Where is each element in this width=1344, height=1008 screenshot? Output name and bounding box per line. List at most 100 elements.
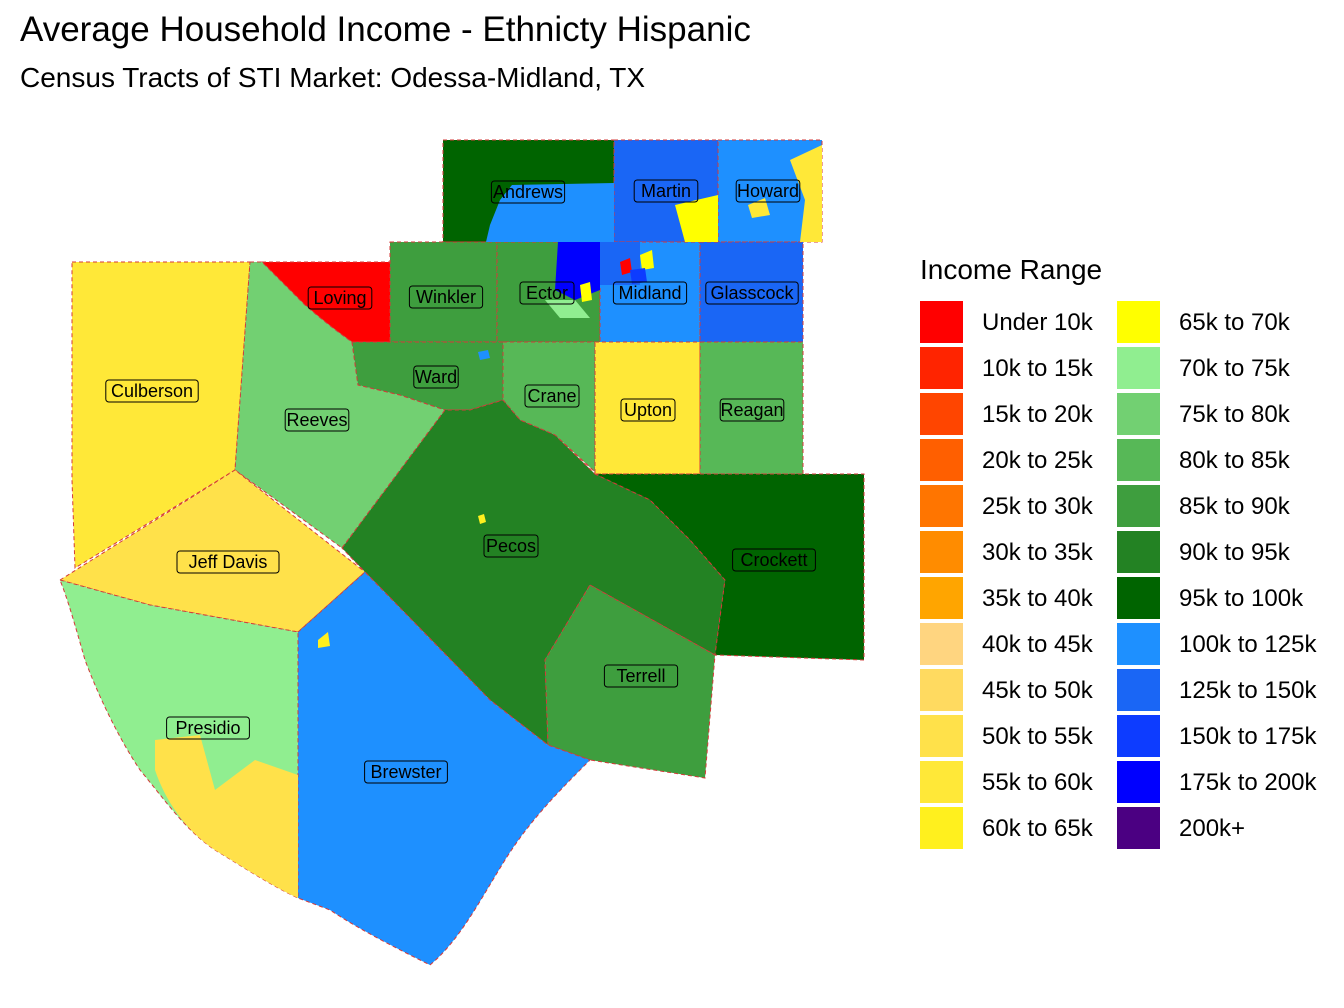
legend-label: 75k to 80k <box>1179 401 1290 428</box>
legend-label: 25k to 30k <box>982 493 1093 520</box>
legend-swatch <box>1117 807 1160 849</box>
county-label-ward: Ward <box>415 367 457 387</box>
legend-label: 100k to 125k <box>1179 631 1317 658</box>
map-subtitle: Census Tracts of STI Market: Odessa-Midl… <box>20 62 646 93</box>
county-label-box <box>166 716 250 740</box>
county-label-box <box>705 281 799 305</box>
county-label-box <box>284 408 350 432</box>
census-tract <box>640 250 654 270</box>
census-tract <box>478 514 486 524</box>
legend-label: 70k to 75k <box>1179 355 1290 382</box>
county-label-martin: Martin <box>641 181 691 201</box>
census-tract <box>478 350 490 360</box>
choropleth-map: Andrews Martin Howard Loving Winkler Ector Mid… <box>58 139 865 966</box>
county-label-ector: Ector <box>526 283 568 303</box>
legend-swatch <box>1117 439 1160 481</box>
census-tract <box>748 198 770 218</box>
legend-label: 55k to 60k <box>982 769 1093 796</box>
legend-swatch <box>920 531 963 573</box>
legend-label: 200k+ <box>1179 815 1246 842</box>
legend-label: 15k to 20k <box>982 401 1093 428</box>
county-culberson <box>71 261 251 569</box>
census-tract <box>318 632 330 648</box>
legend-swatch <box>920 669 963 711</box>
legend-label: 10k to 15k <box>982 355 1093 382</box>
county-label-box <box>519 281 575 305</box>
county-label-glasscock: Glasscock <box>710 283 794 303</box>
county-terrell <box>544 584 716 779</box>
county-label-box <box>490 180 566 204</box>
county-upton <box>594 341 701 475</box>
legend-label: 65k to 70k <box>1179 309 1290 336</box>
county-label-pecos: Pecos <box>486 536 536 556</box>
legend-swatch <box>1117 623 1160 665</box>
county-label-andrews: Andrews <box>493 182 563 202</box>
census-tract <box>600 242 640 285</box>
county-label-terrell: Terrell <box>616 666 665 686</box>
county-label-box <box>620 398 676 422</box>
legend-swatch <box>1117 347 1160 389</box>
census-tract <box>630 268 647 284</box>
legend-swatch <box>920 715 963 757</box>
legend-label: 60k to 65k <box>982 815 1093 842</box>
legend-swatch <box>920 347 963 389</box>
legend-label: 85k to 90k <box>1179 493 1290 520</box>
legend-swatch <box>1117 485 1160 527</box>
legend-swatch <box>920 393 963 435</box>
legend-label: 45k to 50k <box>982 677 1093 704</box>
legend-label: 80k to 85k <box>1179 447 1290 474</box>
county-label-box <box>176 550 280 574</box>
legend-swatch <box>1117 577 1160 619</box>
legend-label: 125k to 150k <box>1179 677 1317 704</box>
county-crockett <box>594 473 865 661</box>
legend-label: 175k to 200k <box>1179 769 1317 796</box>
legend-title: Income Range <box>920 254 1103 285</box>
county-label-box <box>612 281 688 305</box>
legend-swatch <box>920 761 963 803</box>
county-label-reeves: Reeves <box>286 410 347 430</box>
legend-swatch <box>1117 761 1160 803</box>
legend-swatch <box>920 807 963 849</box>
legend-swatch <box>920 485 963 527</box>
census-tract <box>620 258 632 275</box>
county-label-jeff-davis: Jeff Davis <box>189 552 268 572</box>
county-label-box <box>413 365 459 389</box>
county-label-culberson: Culberson <box>111 381 193 401</box>
map-title: Average Household Income - Ethnicty Hisp… <box>20 10 751 49</box>
legend-swatch <box>1117 301 1160 343</box>
legend-label: 95k to 100k <box>1179 585 1304 612</box>
county-label-box <box>307 286 373 310</box>
census-tract <box>155 735 298 898</box>
census-tract <box>580 282 592 302</box>
county-label-winkler: Winkler <box>416 287 476 307</box>
county-label-box <box>633 179 699 203</box>
county-label-box <box>719 398 785 422</box>
county-label-crane: Crane <box>527 386 576 406</box>
legend-swatch <box>920 623 963 665</box>
legend-swatch <box>1117 393 1160 435</box>
county-label-box <box>483 534 539 558</box>
county-label-box <box>524 384 580 408</box>
legend-swatch <box>1117 531 1160 573</box>
legend-swatch <box>1117 669 1160 711</box>
county-label-loving: Loving <box>313 288 366 308</box>
census-tract <box>675 195 718 242</box>
legend-label: 50k to 55k <box>982 723 1093 750</box>
county-label-box <box>105 379 199 403</box>
census-tract <box>486 183 614 242</box>
county-label-midland: Midland <box>618 283 681 303</box>
county-label-howard: Howard <box>737 181 799 201</box>
county-label-box <box>732 548 816 572</box>
county-label-upton: Upton <box>624 400 672 420</box>
census-tract <box>790 145 822 242</box>
county-label-reagan: Reagan <box>720 400 783 420</box>
legend-label: 150k to 175k <box>1179 723 1317 750</box>
legend-label: Under 10k <box>982 309 1093 336</box>
county-label-crockett: Crockett <box>740 550 807 570</box>
county-label-presidio: Presidio <box>175 718 240 738</box>
county-label-box <box>364 760 448 784</box>
county-brewster <box>297 571 591 966</box>
legend-swatch <box>920 439 963 481</box>
legend-label: 35k to 40k <box>982 585 1093 612</box>
county-label-box <box>603 664 679 688</box>
